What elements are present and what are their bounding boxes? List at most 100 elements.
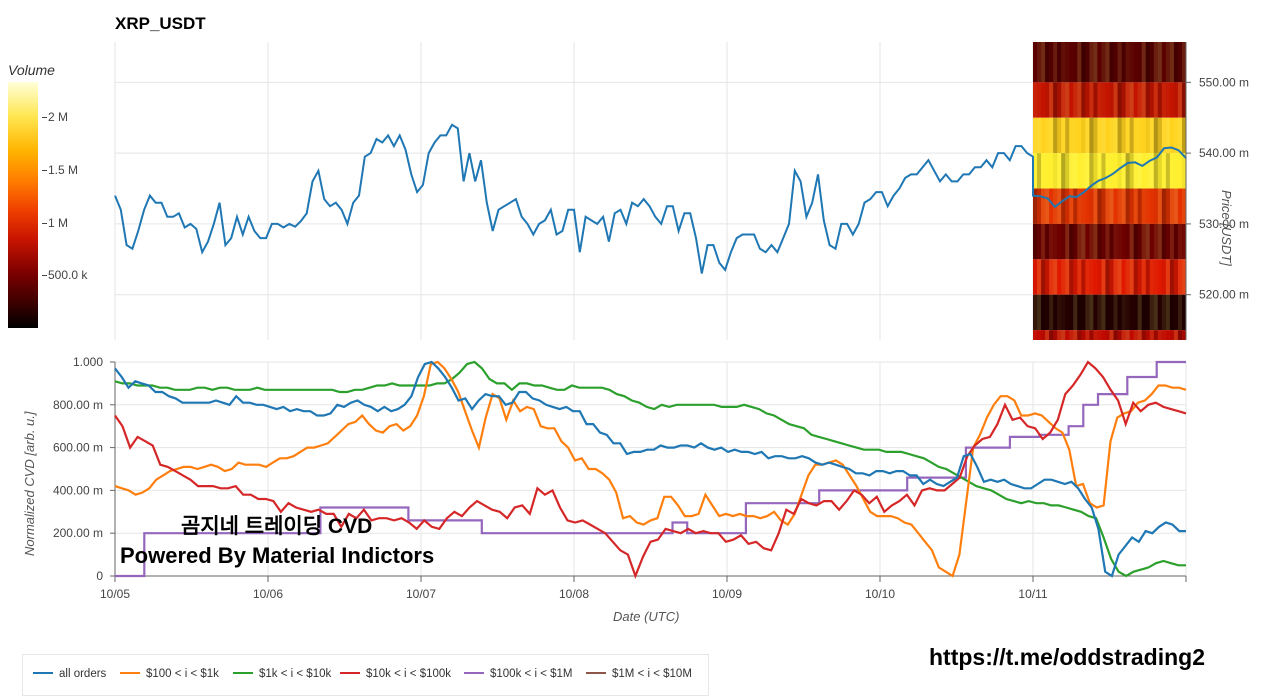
heatmap-cell [1105,188,1110,224]
heatmap-cell [1113,259,1119,295]
heatmap-cell [1177,117,1183,154]
heatmap-cell [1113,42,1119,83]
heatmap-cell [1109,259,1115,295]
heatmap-cell [1145,223,1151,260]
heatmap-cell [1093,82,1098,118]
heatmap-cell [1117,188,1123,224]
x-tick-label: 10/06 [253,587,283,601]
legend-item-1k-10k[interactable]: $1k < i < $10k [233,668,331,680]
heatmap-cell [1097,223,1102,260]
heatmap-cell [1169,117,1175,154]
legend-item-100-1k[interactable]: $100 < i < $1k [120,668,219,680]
heatmap-cell [1129,259,1135,295]
heatmap-cell [1181,259,1187,295]
heatmap-cell [1117,223,1123,260]
watermark-korean: 곰지네 트레이딩 CVD [181,515,373,538]
heatmap-cell [1161,223,1167,260]
legend-swatch [340,671,360,674]
heatmap-cell [1069,294,1074,331]
heatmap-cell [1053,259,1058,295]
heatmap-cell [1157,42,1163,83]
legend-item-all-orders[interactable]: all orders [33,668,106,680]
legend-swatch [33,671,53,674]
heatmap-cell [1153,153,1159,189]
heatmap-cell [1093,223,1098,260]
heatmap-cell [1153,294,1159,331]
heatmap-cell [1101,223,1106,260]
heatmap-cell [1117,294,1123,331]
heatmap-cell [1069,82,1074,118]
heatmap-cell [1085,117,1090,154]
heatmap-cell [1117,259,1123,295]
heatmap-cell [1053,82,1058,118]
heatmap-cell [1169,259,1175,295]
heatmap-cell [1161,188,1167,224]
cvd-tick-label: 600.00 m [53,441,103,455]
legend[interactable]: all orders $100 < i < $1k $1k < i < $10k… [22,654,709,696]
heatmap-cell [1129,42,1135,83]
telegram-link[interactable]: https://t.me/oddstrading2 [929,644,1205,670]
heatmap-cell [1145,117,1151,154]
heatmap-cell [1037,330,1042,340]
heatmap-cell [1113,223,1119,260]
heatmap-cell [1101,294,1106,331]
heatmap-cell [1081,82,1086,118]
heatmap-cell [1173,188,1179,224]
cvd-tick-label: 1.000 [73,355,103,369]
heatmap-cell [1077,259,1082,295]
heatmap-cell [1125,188,1131,224]
x-tick-label: 10/07 [406,587,436,601]
heatmap-cell [1153,82,1159,118]
heatmap-cell [1181,188,1187,224]
heatmap-cell [1081,294,1086,331]
heatmap-cell [1093,153,1098,189]
heatmap-cell [1033,330,1038,340]
heatmap-cell [1061,259,1066,295]
legend-item-1m-10m[interactable]: $1M < i < $10M [586,668,692,680]
heatmap-cell [1073,82,1078,118]
heatmap-cell [1049,117,1054,154]
heatmap-cell [1133,82,1139,118]
heatmap-cell [1049,294,1054,331]
heatmap-cell [1037,42,1042,83]
heatmap-cell [1089,259,1094,295]
heatmap-cell [1153,223,1159,260]
legend-item-100k-1m[interactable]: $100k < i < $1M [464,668,572,680]
heatmap-cell [1033,117,1038,154]
heatmap-cell [1089,153,1094,189]
heatmap-cell [1041,153,1046,189]
heatmap-cell [1161,82,1167,118]
heatmap-cell [1065,117,1070,154]
heatmap-cell [1181,223,1187,260]
legend-swatch [233,671,253,674]
heatmap-cell [1081,188,1086,224]
heatmap-cell [1065,330,1070,340]
heatmap-cell [1093,330,1098,340]
heatmap-cell [1097,117,1102,154]
heatmap-cell [1181,330,1187,340]
heatmap-cell [1065,153,1070,189]
heatmap-cell [1149,330,1155,340]
heatmap-cell [1165,188,1171,224]
heatmap-cell [1077,188,1082,224]
heatmap-cell [1081,223,1086,260]
legend-item-10k-100k[interactable]: $10k < i < $100k [340,668,451,680]
heatmap-cell [1045,117,1050,154]
heatmap-cell [1093,188,1098,224]
heatmap-cell [1085,259,1090,295]
heatmap-cell [1145,153,1151,189]
heatmap-cell [1057,153,1062,189]
heatmap-cell [1125,294,1131,331]
heatmap-cell [1169,188,1175,224]
heatmap-cell [1097,153,1102,189]
heatmap-cell [1165,42,1171,83]
heatmap-cell [1141,188,1147,224]
heatmap-cell [1089,42,1094,83]
heatmap-cell [1097,294,1102,331]
heatmap-cell [1121,82,1127,118]
heatmap-cell [1109,42,1115,83]
heatmap-cell [1141,117,1147,154]
heatmap-cell [1037,294,1042,331]
heatmap-cell [1133,294,1139,331]
